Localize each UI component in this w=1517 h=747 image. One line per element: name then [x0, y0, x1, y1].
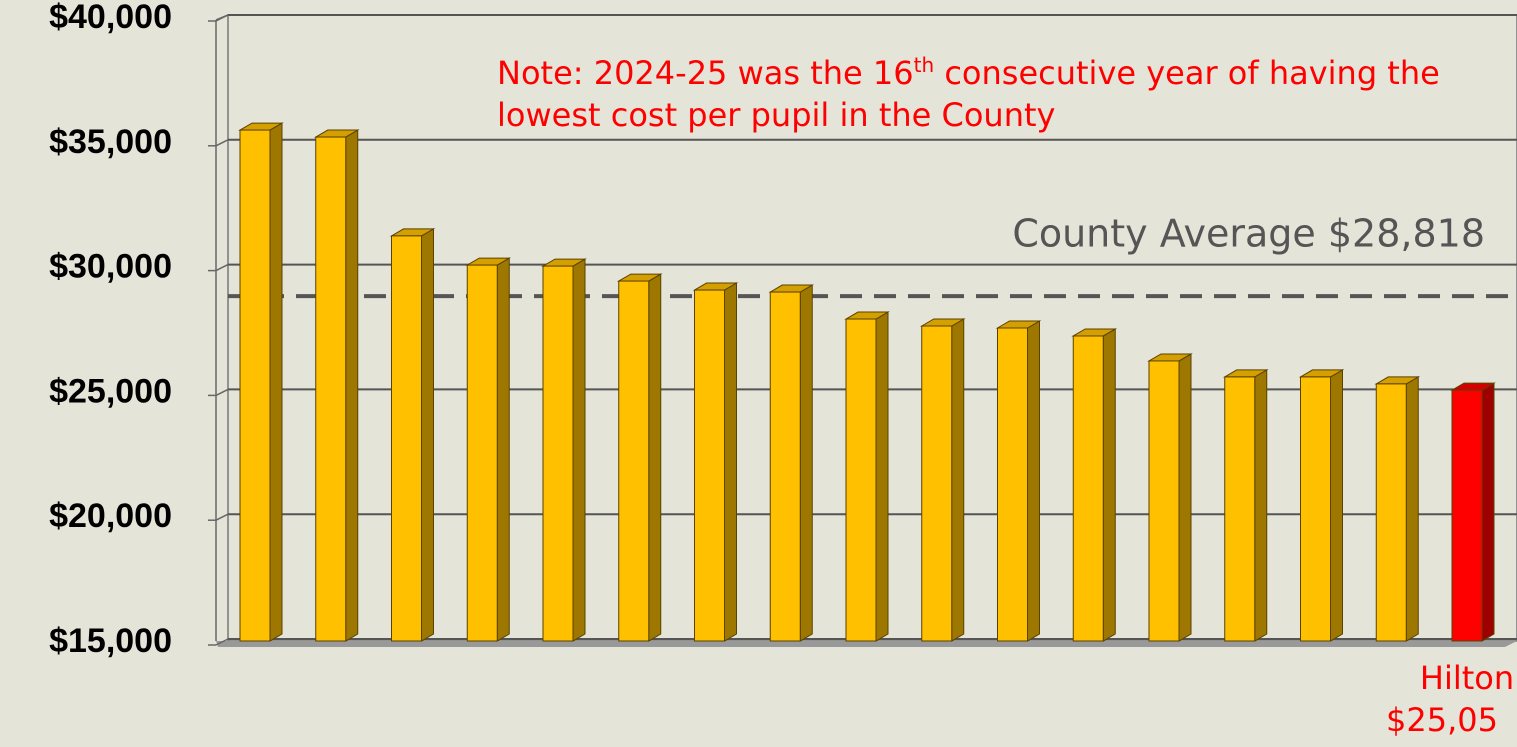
bar-side: [1027, 320, 1040, 642]
bar-side: [1330, 369, 1343, 642]
bar: [1072, 335, 1104, 642]
note: Note: 2024-25 was the 16th consecutive y…: [497, 53, 1450, 134]
bar: [466, 264, 498, 642]
grid-line: [215, 513, 229, 521]
bar-side: [1178, 353, 1192, 642]
y-tick-label: $35,000: [49, 123, 172, 161]
value-label: $25,05: [1386, 701, 1498, 739]
bar: [239, 129, 271, 642]
bar-side: [345, 129, 359, 642]
bar: [694, 289, 725, 642]
bar: [769, 291, 801, 642]
grid-line: [215, 388, 229, 397]
bar-side: [421, 228, 434, 642]
grid-line: [215, 638, 229, 646]
bar-side: [1405, 376, 1419, 642]
grid-line: [215, 14, 229, 22]
floor: [216, 641, 1517, 647]
bar: [921, 325, 953, 642]
grid-line: [215, 263, 229, 272]
bar-side: [496, 257, 510, 642]
grid-line: [215, 139, 229, 147]
y-tick-label: $25,000: [49, 372, 172, 410]
bar-side: [1102, 328, 1116, 642]
y-tick-label: $20,000: [49, 497, 172, 535]
bar-side: [269, 122, 283, 642]
bar-side: [724, 282, 737, 642]
bar: [845, 318, 877, 642]
bar: [1224, 376, 1256, 642]
reference-label: County Average $28,818: [1012, 212, 1485, 256]
bar-side: [875, 311, 889, 642]
y-tick-label: $30,000: [49, 248, 172, 286]
y-tick-label: $40,000: [49, 0, 172, 36]
bar: [1148, 360, 1180, 642]
y-tick-label: $15,000: [49, 622, 172, 660]
bar-side: [1254, 369, 1268, 642]
bar: [997, 327, 1028, 642]
bar: [1451, 389, 1483, 642]
bar-side: [951, 318, 965, 642]
bar-side: [648, 273, 662, 642]
x-tick-label: Hilton: [1420, 659, 1514, 697]
bar: [1300, 376, 1331, 642]
bar-side: [799, 284, 813, 642]
bar-side: [572, 258, 586, 642]
bar: [1375, 383, 1407, 642]
bar: [618, 280, 650, 642]
bar: [542, 265, 574, 642]
bar: [315, 136, 347, 642]
bar: [391, 235, 422, 642]
bar-side: [1481, 382, 1495, 642]
